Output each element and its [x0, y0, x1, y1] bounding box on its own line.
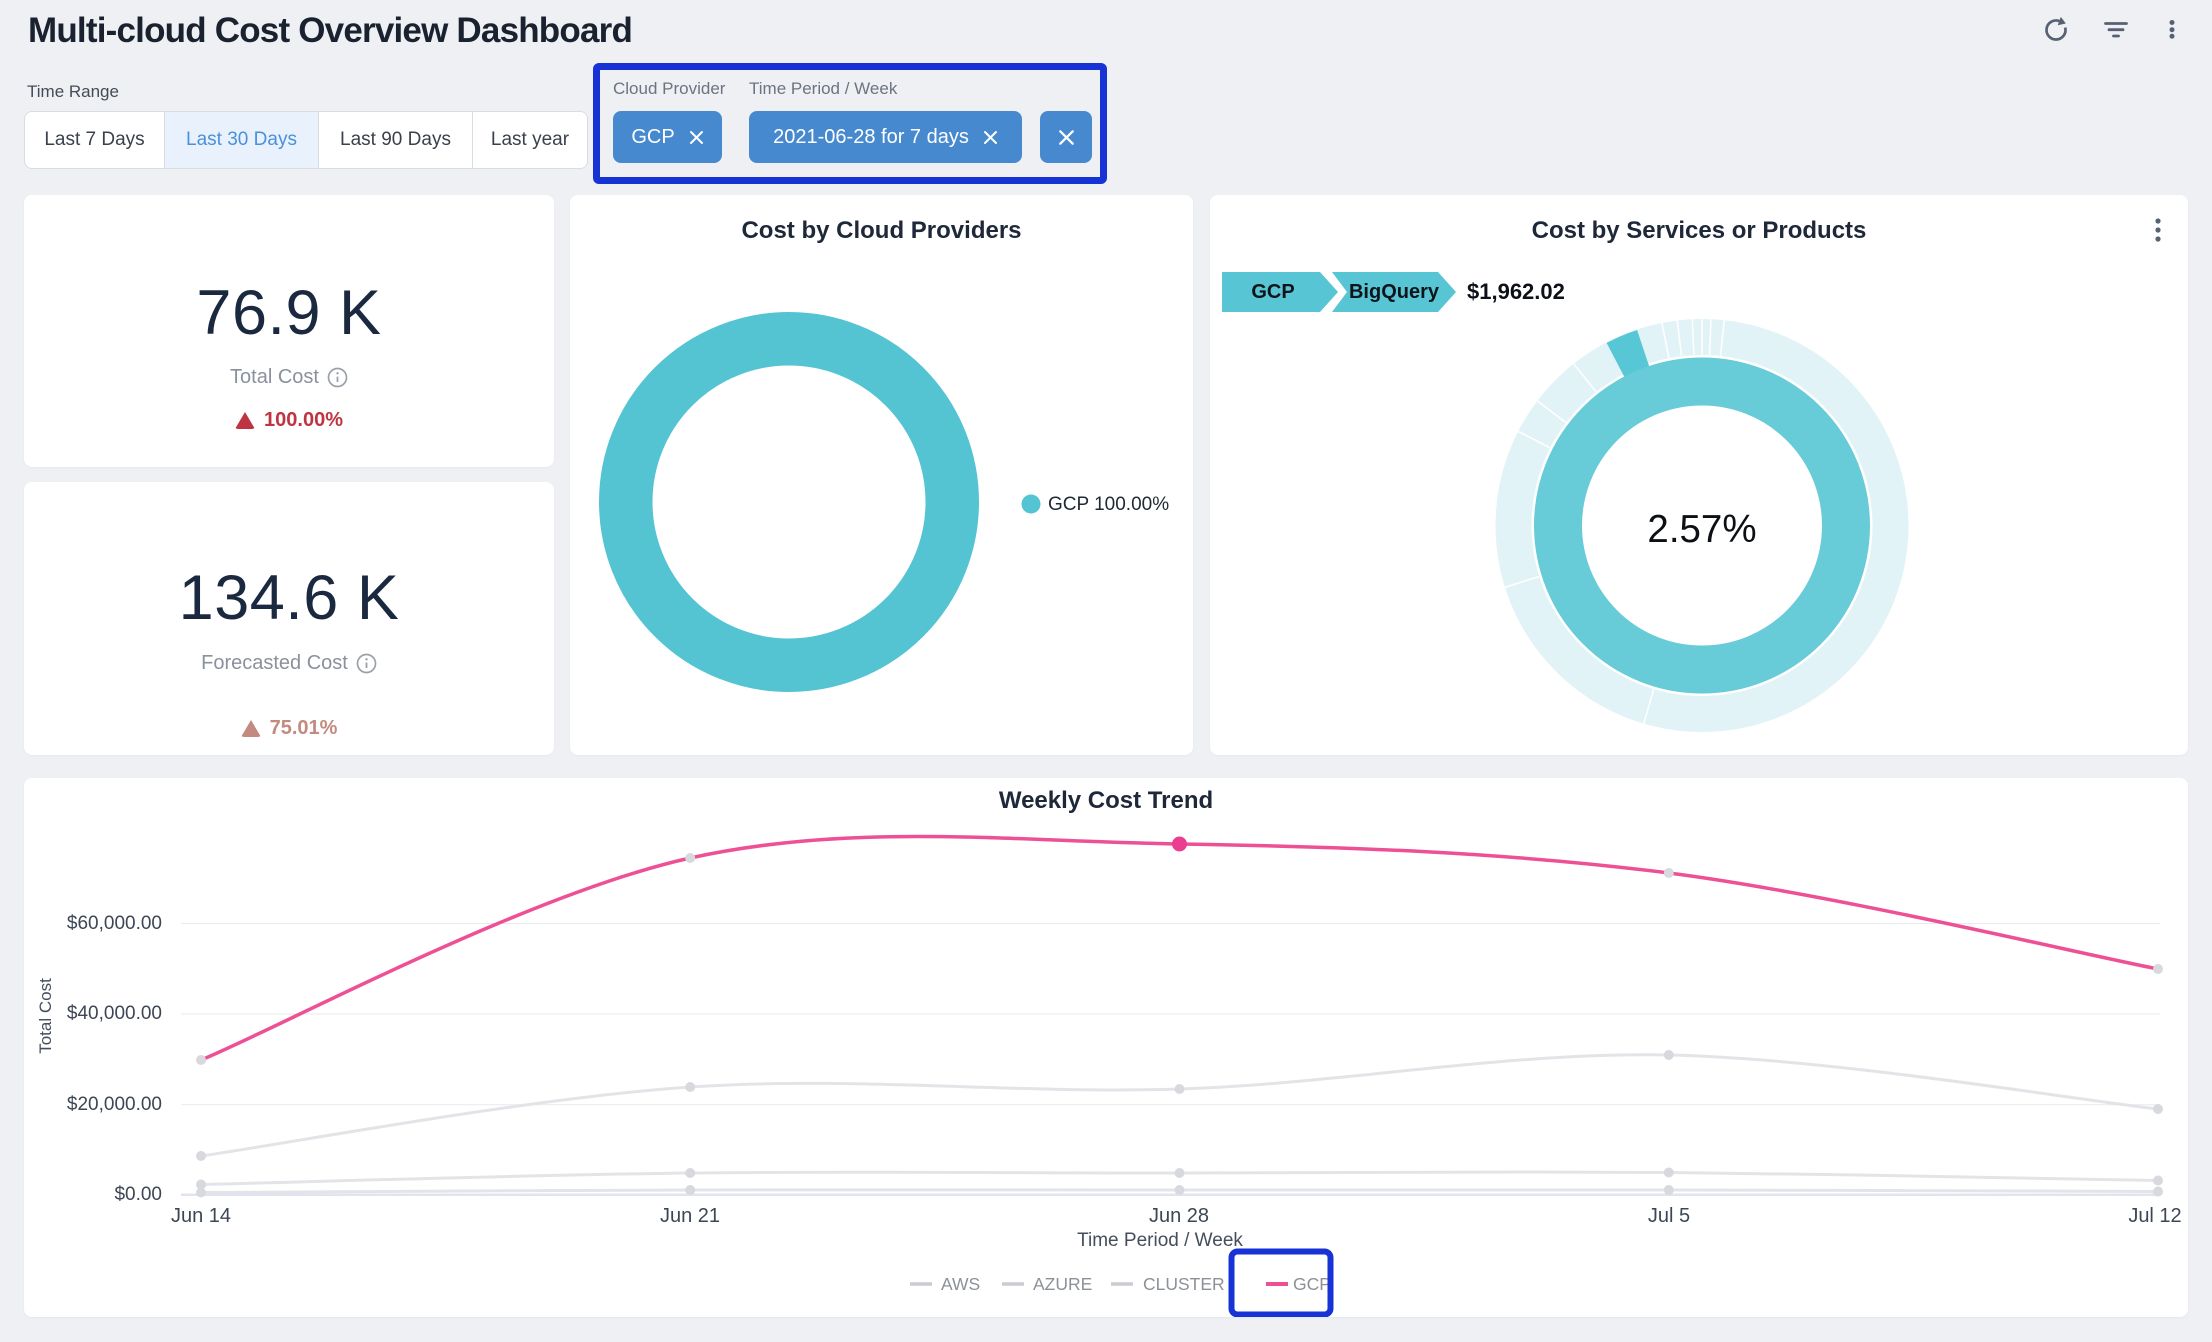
svg-text:Time Period / Week: Time Period / Week	[1077, 1230, 1243, 1251]
svg-text:Total Cost: Total Cost	[36, 978, 55, 1054]
svg-text:AZURE: AZURE	[1033, 1274, 1092, 1294]
svg-text:CLUSTER: CLUSTER	[1143, 1274, 1225, 1294]
svg-text:AWS: AWS	[941, 1274, 980, 1294]
svg-text:GCP: GCP	[1293, 1274, 1331, 1294]
svg-text:GCP 100.00%: GCP 100.00%	[1048, 494, 1169, 515]
svg-text:2.57%: 2.57%	[1647, 508, 1756, 551]
